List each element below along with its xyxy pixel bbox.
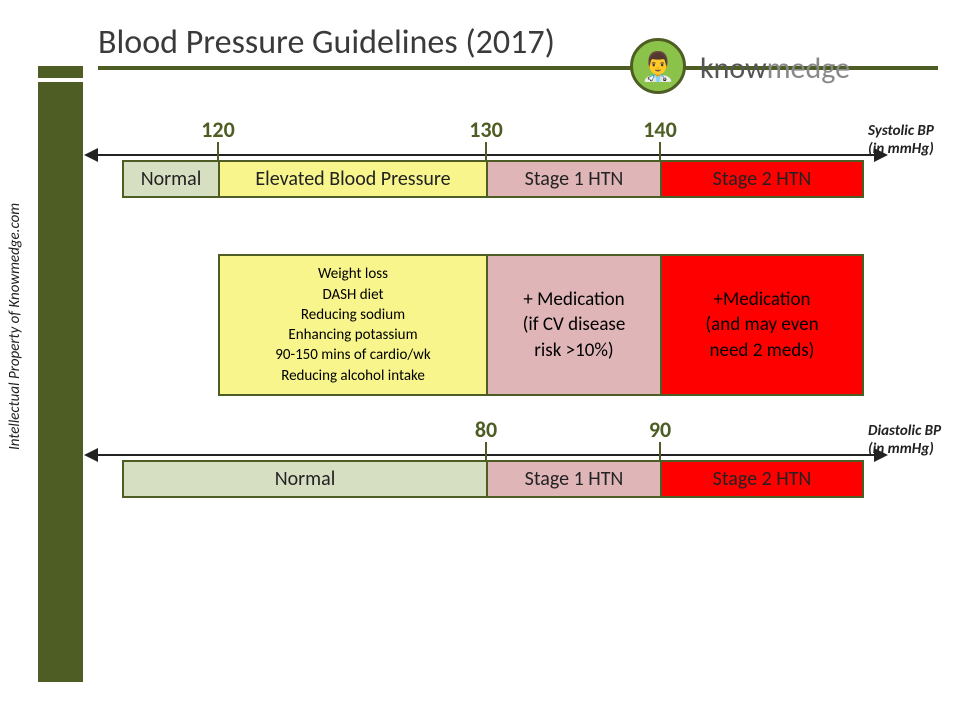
side-cap xyxy=(38,66,83,78)
diastolic-tick-label-0: 80 xyxy=(475,416,497,443)
systolic-axis-label: Systolic BP(in mmHg) xyxy=(868,122,934,158)
systolic-tick-label-0: 120 xyxy=(201,116,234,143)
treatment-cell-2: +Medication(and may evenneed 2 meds) xyxy=(662,256,862,394)
side-bar xyxy=(38,82,83,682)
systolic-tick-label-1: 130 xyxy=(469,116,502,143)
diastolic-tick-label-1: 90 xyxy=(649,416,671,443)
logo-text: knowmedge xyxy=(700,50,850,87)
systolic-tick-line-0 xyxy=(217,142,219,160)
systolic-segment-3: Stage 2 HTN xyxy=(662,162,862,196)
diastolic-tick-line-1 xyxy=(659,442,661,460)
page-title: Blood Pressure Guidelines (2017) xyxy=(98,22,555,63)
treatment-cell-0: Weight lossDASH dietReducing sodiumEnhan… xyxy=(220,256,488,394)
systolic-segment-1: Elevated Blood Pressure xyxy=(220,162,488,196)
systolic-arrow-left-icon xyxy=(84,148,98,162)
diastolic-segment-2: Stage 2 HTN xyxy=(662,462,862,496)
logo-icon: 👨‍⚕️ xyxy=(630,38,686,94)
systolic-tick-line-1 xyxy=(485,142,487,160)
treatment-row: Weight lossDASH dietReducing sodiumEnhan… xyxy=(218,254,864,396)
diastolic-arrow-left-icon xyxy=(84,448,98,462)
diastolic-segment-1: Stage 1 HTN xyxy=(488,462,662,496)
diastolic-row: NormalStage 1 HTNStage 2 HTN xyxy=(122,460,864,498)
diastolic-axis-label: Diastolic BP(in mmHg) xyxy=(868,422,941,458)
logo-prefix: know xyxy=(700,50,767,87)
systolic-tick-label-2: 140 xyxy=(643,116,676,143)
systolic-segment-2: Stage 1 HTN xyxy=(488,162,662,196)
systolic-tick-line-2 xyxy=(659,142,661,160)
systolic-segment-0: Normal xyxy=(124,162,220,196)
diastolic-tick-line-0 xyxy=(485,442,487,460)
ip-notice: Intellectual Property of Knowmedge.com xyxy=(6,203,24,450)
treatment-cell-1: + Medication(if CV diseaserisk >10%) xyxy=(488,256,662,394)
diastolic-segment-0: Normal xyxy=(124,462,488,496)
systolic-row: NormalElevated Blood PressureStage 1 HTN… xyxy=(122,160,864,198)
logo-suffix: medge xyxy=(767,50,850,87)
